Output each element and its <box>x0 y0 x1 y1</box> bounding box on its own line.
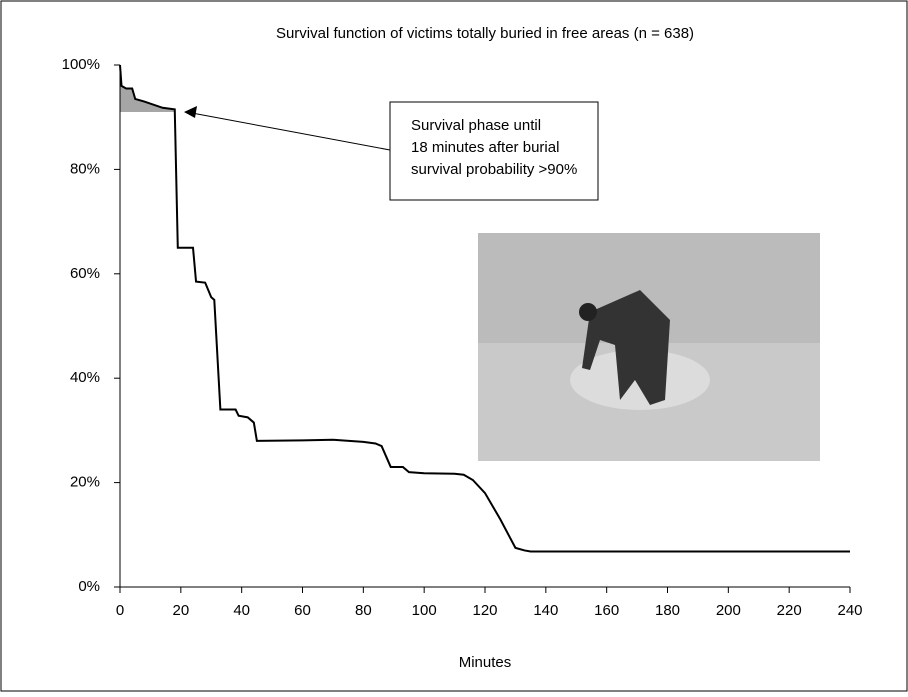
x-tick-label: 120 <box>472 602 497 619</box>
x-tick-label: 140 <box>533 602 558 619</box>
chart-title: Survival function of victims totally bur… <box>276 25 694 42</box>
y-tick-label: 40% <box>70 369 100 386</box>
page: Survival function of victims totally bur… <box>0 0 908 697</box>
y-tick-label: 60% <box>70 265 100 282</box>
y-tick-label: 80% <box>70 160 100 177</box>
annotation-line: Survival phase until <box>411 117 541 134</box>
y-tick-label: 20% <box>70 474 100 491</box>
x-tick-label: 80 <box>355 602 372 619</box>
x-tick-label: 20 <box>172 602 189 619</box>
photo-head <box>579 303 597 321</box>
x-tick-label: 220 <box>777 602 802 619</box>
chart: Survival function of victims totally bur… <box>0 0 908 692</box>
annotation-line: 18 minutes after burial <box>411 139 559 156</box>
x-tick-label: 180 <box>655 602 680 619</box>
x-tick-label: 100 <box>412 602 437 619</box>
x-axis-label: Minutes <box>459 654 512 671</box>
photo <box>478 233 820 461</box>
y-tick-label: 0% <box>78 578 100 595</box>
x-tick-label: 160 <box>594 602 619 619</box>
x-tick-label: 40 <box>233 602 250 619</box>
y-tick-label: 100% <box>62 56 100 73</box>
x-tick-label: 240 <box>837 602 862 619</box>
x-tick-label: 0 <box>116 602 124 619</box>
annotation-line: survival probability >90% <box>411 161 577 178</box>
x-tick-label: 60 <box>294 602 311 619</box>
x-tick-label: 200 <box>716 602 741 619</box>
